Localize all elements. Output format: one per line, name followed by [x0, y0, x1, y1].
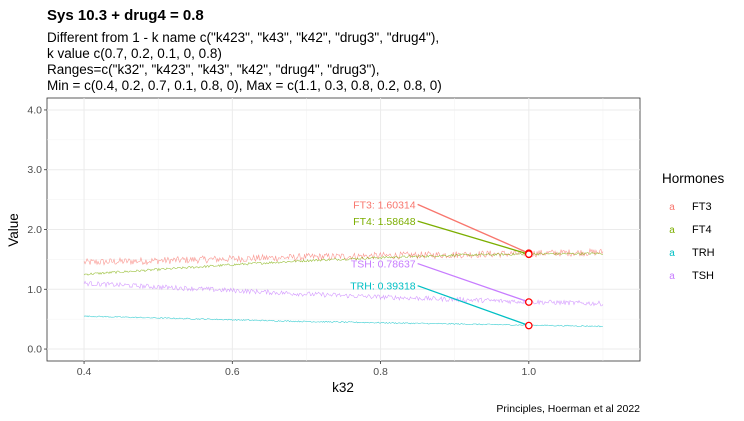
legend-title: Hormones — [662, 171, 725, 186]
annotations: FT3: 1.60314 FT4: 1.58648 TSH: 0.78637 TRH:… — [350, 199, 530, 327]
annotation-label-ft3: FT3: 1.60314 — [353, 199, 416, 211]
x-tick-label-1: 0.6 — [225, 366, 240, 378]
highlight-point-trh — [524, 321, 533, 330]
x-tick-label-2: 0.8 — [373, 366, 388, 378]
y-tick-label-3: 3.0 — [27, 164, 42, 176]
highlight-point-tsh — [524, 298, 533, 306]
legend-label-ft3: FT3 — [692, 201, 712, 213]
series-line-ft4 — [83, 251, 603, 276]
chart-title: Sys 10.3 + drug4 = 0.8 — [47, 7, 204, 24]
annotation-label-ft4: FT4: 1.58648 — [353, 216, 416, 228]
legend-key-tsh: a — [669, 271, 675, 282]
x-tick-label-0: 0.4 — [77, 366, 92, 378]
legend-key-ft3: a — [669, 202, 675, 213]
annotation-line-ft4 — [417, 220, 529, 255]
highlight-points — [524, 249, 533, 330]
legend-key-ft4: a — [669, 225, 675, 236]
annotation-line-ft3 — [417, 203, 530, 254]
chart-subtitle-line-2: k value c(0.7, 0.2, 0.1, 0, 0.8) — [47, 46, 222, 61]
chart-caption: Principles, Hoerman et al 2022 — [496, 403, 640, 415]
y-tick-label-4: 4.0 — [27, 104, 42, 116]
legend-item-trh: a TRH — [669, 247, 714, 259]
legend-label-tsh: TSH — [692, 270, 714, 282]
series-lines — [83, 247, 604, 328]
annotation-line-tsh — [417, 262, 530, 303]
y-tick-label-2: 2.0 — [27, 224, 42, 236]
series-line-trh — [83, 315, 604, 328]
series-line-tsh — [83, 280, 604, 307]
legend-key-trh: a — [669, 248, 675, 259]
x-axis-title: k32 — [332, 380, 354, 395]
legend-item-ft4: a FT4 — [669, 224, 711, 236]
highlight-point-ft4 — [524, 250, 533, 259]
y-axis-title: Value — [6, 213, 21, 247]
chart-subtitle-line-4: Min = c(0.4, 0.2, 0.7, 0.1, 0.8, 0), Max… — [47, 78, 442, 93]
legend-items: a FT3 a FT4 a TRH a TSH — [669, 201, 714, 282]
annotation-label-tsh: TSH: 0.78637 — [351, 259, 416, 271]
annotation-line-trh — [417, 285, 530, 327]
legend-label-trh: TRH — [692, 247, 715, 259]
chart-subtitle-line-1: Different from 1 - k name c("k423", "k43… — [47, 30, 439, 45]
legend: Hormones a FT3 a FT4 a TRH a TSH — [662, 171, 725, 282]
x-axis-ticks: 0.4 0.6 0.8 1.0 — [77, 361, 537, 378]
chart-subtitle-line-3: Ranges=c("k32", "k423", "k43", "k42", "d… — [47, 62, 380, 77]
legend-item-tsh: a TSH — [669, 270, 714, 282]
y-tick-label-0: 0.0 — [27, 344, 42, 356]
y-tick-label-1: 1.0 — [27, 284, 42, 296]
grid-lines — [47, 98, 640, 361]
legend-label-ft4: FT4 — [692, 224, 712, 236]
y-axis-ticks: 0.0 1.0 2.0 3.0 4.0 — [27, 104, 47, 356]
annotation-label-trh: TRH: 0.39318 — [350, 281, 416, 293]
x-tick-label-3: 1.0 — [522, 366, 537, 378]
legend-item-ft3: a FT3 — [669, 201, 711, 213]
